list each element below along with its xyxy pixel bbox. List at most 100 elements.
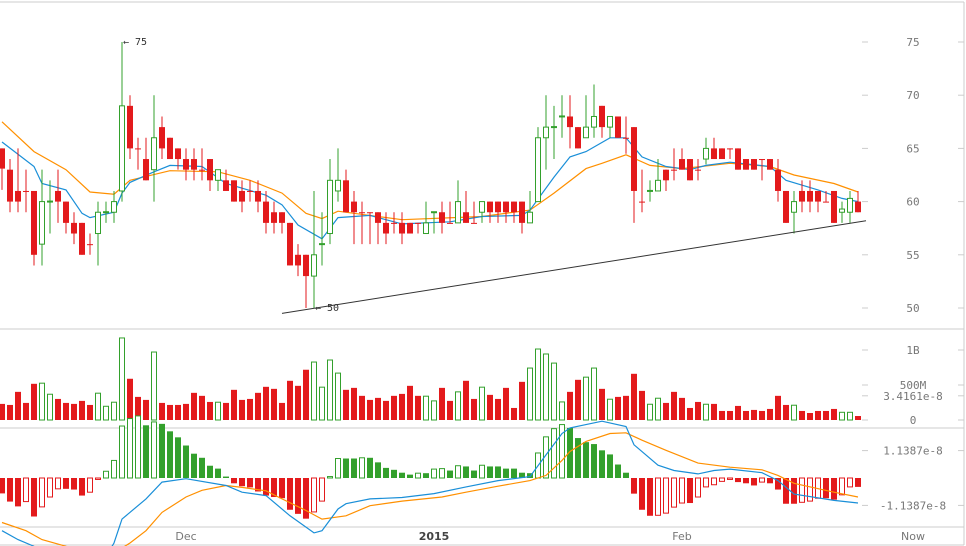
volume-bar (0, 403, 5, 420)
candle-body (519, 201, 525, 223)
volume-bar (7, 404, 13, 420)
candle (359, 201, 365, 245)
volume-bar (815, 410, 821, 420)
candle-body (799, 190, 805, 202)
volume-bar (607, 398, 613, 421)
candle (151, 95, 157, 202)
candle (191, 148, 197, 181)
candle-body (543, 126, 549, 139)
volume-bar (455, 391, 461, 421)
macd-histogram-bar (71, 478, 77, 490)
candle-body (191, 159, 197, 170)
candle (279, 212, 285, 234)
volume-bar (735, 405, 741, 420)
macd-histogram-bar (639, 478, 645, 510)
volume-bar (703, 403, 709, 421)
candle-body (47, 200, 53, 203)
volume-bar (207, 401, 213, 420)
candle-body (471, 222, 477, 224)
volume-bar (423, 395, 429, 421)
candle (343, 169, 349, 213)
candle-body (55, 190, 61, 202)
candle (503, 201, 509, 223)
macd-histogram-bar (783, 478, 789, 504)
macd-histogram-bar (663, 477, 669, 514)
volume-bar (567, 391, 573, 420)
macd-histogram-bar (551, 428, 557, 479)
candle (631, 127, 637, 223)
y-tick-label: 75 (906, 36, 919, 49)
candle (311, 190, 317, 308)
volume-bar (351, 387, 357, 420)
volume-bar (39, 382, 45, 421)
macd-histogram-bar (87, 477, 93, 493)
macd-histogram-bar (847, 477, 853, 488)
candle (247, 180, 253, 202)
candle (655, 159, 661, 192)
volume-bar (847, 411, 853, 421)
volume-bar (463, 380, 469, 420)
macd-histogram-bar (503, 468, 509, 478)
candle (175, 148, 181, 170)
candle (495, 201, 501, 223)
macd-histogram-bar (183, 445, 189, 478)
volume-bar (543, 353, 549, 421)
volume-bar (167, 404, 173, 420)
candle (439, 201, 445, 234)
candle-body (511, 201, 517, 213)
candle (647, 180, 653, 202)
candle-body (727, 148, 733, 150)
candle (135, 137, 141, 170)
volume-bar (215, 401, 221, 421)
macd-histogram-bar (15, 478, 21, 507)
candle-body (767, 159, 773, 170)
candle-body (319, 243, 325, 246)
macd-histogram-bar (631, 478, 637, 494)
volume-bar (135, 396, 141, 420)
volume-bar (311, 361, 317, 421)
candle (607, 115, 613, 138)
macd-histogram-bar (311, 477, 317, 513)
candle-body (159, 127, 165, 149)
candle (511, 201, 517, 223)
candle-body (15, 190, 21, 202)
candle-body (415, 222, 421, 224)
macd-histogram-bar (775, 478, 781, 490)
candle (71, 212, 77, 245)
macd-histogram-bar (695, 477, 701, 498)
macd-histogram-bar (167, 431, 173, 478)
candle-body (655, 179, 661, 192)
candle-body (327, 179, 333, 235)
volume-bar (831, 408, 837, 420)
candle (479, 201, 485, 223)
candle-body (711, 148, 717, 160)
volume-bar (439, 387, 445, 420)
candle-body (695, 169, 701, 171)
candle-body (591, 115, 597, 128)
candle-body (383, 222, 389, 234)
macd-histogram-bar (439, 468, 445, 479)
macd-histogram-bar (279, 478, 285, 499)
volume-bar (271, 388, 277, 420)
macd-histogram-bar (335, 458, 341, 479)
candle-body (183, 159, 189, 170)
y-tick-label: 65 (906, 142, 919, 155)
candle (487, 201, 493, 223)
candle (23, 169, 29, 213)
macd-histogram-bar (303, 478, 309, 519)
volume-bar (447, 400, 453, 420)
candle-body (495, 201, 501, 213)
candle-body (231, 180, 237, 202)
candle-body (271, 212, 277, 223)
macd-histogram-bar (687, 478, 693, 504)
volume-bar (583, 376, 589, 421)
volume-bar (415, 395, 421, 420)
candle (47, 180, 53, 234)
candle-body (719, 148, 725, 160)
macd-histogram-bar (351, 458, 357, 478)
macd-histogram-bar (271, 478, 277, 498)
candle-body (39, 201, 45, 245)
volume-bar (631, 373, 637, 420)
candle (815, 190, 821, 213)
